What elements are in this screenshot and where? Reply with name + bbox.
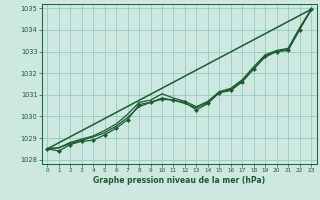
X-axis label: Graphe pression niveau de la mer (hPa): Graphe pression niveau de la mer (hPa) bbox=[93, 176, 265, 185]
